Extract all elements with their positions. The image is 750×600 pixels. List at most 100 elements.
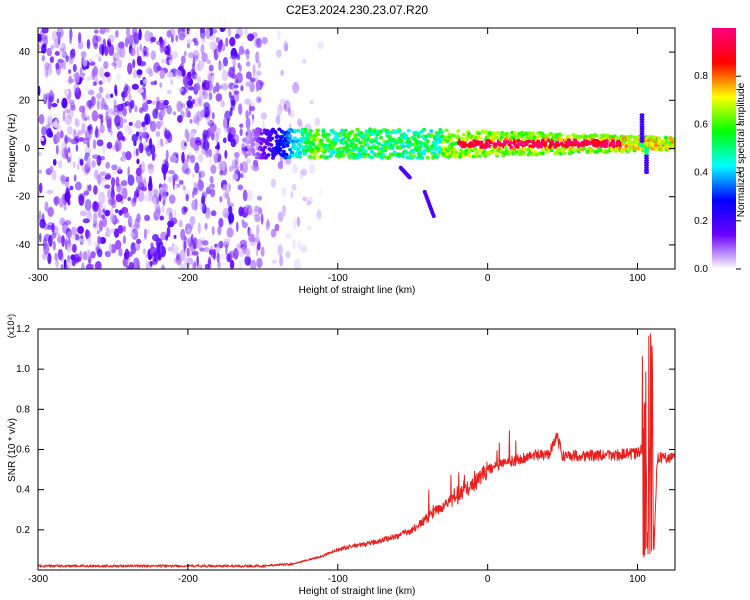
signal-blob (447, 132, 452, 137)
noise-speckle (122, 187, 128, 200)
signal-blob (458, 154, 463, 159)
noise-speckle (209, 40, 217, 50)
noise-speckle (103, 61, 109, 70)
noise-speckle (88, 58, 94, 63)
noise-speckle (178, 33, 186, 41)
noise-speckle (166, 29, 172, 38)
noise-speckle (69, 151, 72, 160)
noise-speckle (158, 36, 163, 44)
noise-speckle (236, 221, 239, 233)
signal-blob (297, 151, 302, 155)
noise-speckle (98, 86, 104, 94)
noise-speckle (38, 182, 43, 194)
noise-speckle (87, 125, 92, 131)
noise-speckle (314, 117, 321, 127)
noise-speckle (186, 154, 191, 160)
noise-speckle (282, 205, 286, 216)
noise-speckle (207, 73, 213, 84)
noise-speckle (80, 51, 87, 59)
noise-speckle (65, 114, 72, 126)
noise-speckle (128, 101, 132, 114)
noise-speckle (233, 162, 238, 174)
noise-speckle (142, 91, 146, 97)
noise-speckle (221, 161, 226, 171)
signal-blob (262, 145, 267, 150)
noise-speckle (64, 136, 72, 143)
signal-blob (546, 133, 551, 138)
noise-speckle (163, 99, 169, 106)
signal-blob (397, 128, 402, 133)
noise-speckle (49, 89, 53, 96)
noise-speckle (200, 43, 205, 55)
noise-speckle (186, 38, 193, 44)
noise-speckle (159, 245, 167, 258)
noise-speckle (113, 62, 117, 70)
noise-speckle (133, 190, 137, 202)
snr-y-tick-label: 0.2 (16, 525, 30, 536)
noise-speckle (287, 107, 291, 116)
signal-blob (308, 128, 313, 133)
noise-speckle (276, 49, 282, 58)
noise-speckle (284, 43, 288, 52)
noise-speckle (238, 65, 243, 72)
signal-blob (494, 135, 499, 140)
noise-speckle (196, 264, 203, 269)
snr-y-tick-label: 1.2 (16, 324, 30, 335)
noise-speckle (182, 185, 186, 191)
signal-blob (301, 136, 306, 140)
noise-speckle (118, 46, 126, 58)
signal-blob (278, 146, 283, 151)
noise-speckle (79, 250, 82, 262)
spike-blob (644, 159, 650, 163)
noise-speckle (105, 111, 109, 118)
snr-x-tick-label: 100 (629, 574, 646, 585)
noise-speckle (141, 131, 148, 139)
noise-speckle (205, 211, 211, 220)
spike-blob (639, 144, 645, 148)
noise-speckle (122, 225, 126, 233)
spike-blob (639, 120, 645, 124)
noise-speckle (183, 206, 188, 213)
noise-speckle (132, 31, 138, 40)
noise-speckle (141, 102, 149, 112)
noise-speckle (128, 93, 132, 103)
noise-speckle (189, 224, 194, 230)
noise-speckle (155, 252, 163, 257)
signal-blob (516, 138, 521, 143)
noise-speckle (191, 191, 195, 199)
noise-speckle (245, 48, 250, 61)
noise-speckle (192, 49, 200, 62)
noise-speckle (134, 242, 138, 250)
noise-speckle (252, 63, 256, 76)
noise-speckle (251, 117, 255, 125)
noise-speckle (233, 151, 240, 159)
noise-speckle (43, 36, 48, 46)
signal-blob (512, 130, 517, 135)
noise-speckle (152, 234, 160, 242)
noise-speckle (84, 199, 92, 212)
colorbar-label: Normalized spectral amplitude (736, 82, 747, 217)
signal-blob (350, 129, 355, 134)
signal-blob (515, 145, 520, 149)
noise-speckle (117, 58, 123, 69)
signal-blob (342, 153, 347, 157)
noise-speckle (289, 108, 293, 118)
noise-speckle (121, 151, 126, 162)
noise-speckle (73, 128, 77, 136)
noise-speckle (92, 34, 99, 47)
signal-blob (422, 151, 427, 156)
signal-blob (320, 142, 325, 147)
noise-speckle (128, 261, 135, 269)
noise-speckle (197, 153, 204, 163)
noise-speckle (108, 197, 115, 206)
noise-speckle (218, 196, 223, 202)
signal-blob (539, 144, 544, 149)
signal-band (245, 113, 675, 218)
signal-blob (437, 145, 442, 150)
noise-speckle (93, 212, 98, 225)
spike-blob (644, 163, 650, 167)
noise-speckle (81, 72, 86, 77)
noise-speckle (190, 233, 194, 243)
noise-speckle (317, 41, 324, 50)
